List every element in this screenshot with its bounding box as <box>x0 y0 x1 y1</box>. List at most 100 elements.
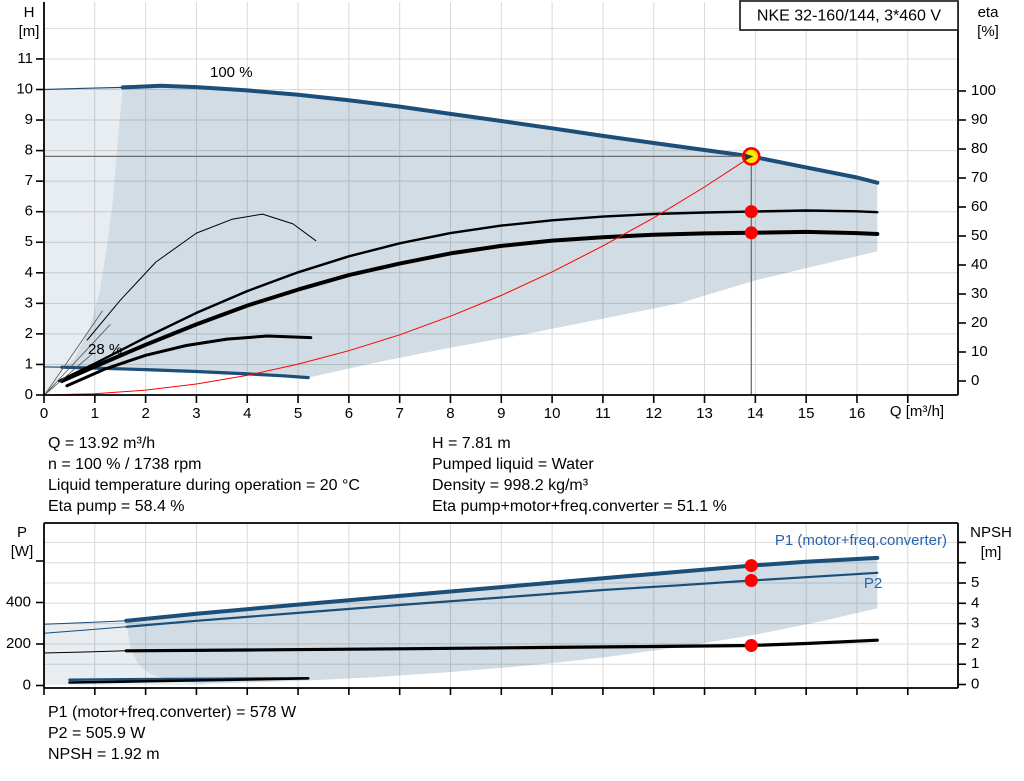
tick-label: 2 <box>141 405 149 422</box>
npsh-value-dot <box>744 639 758 653</box>
p1-value-dot <box>744 559 758 573</box>
tick-label: 10 <box>971 343 988 360</box>
tick-label: 9 <box>497 405 505 422</box>
tick-label: 14 <box>747 405 764 422</box>
info-line-temperature: Liquid temperature during operation = 20… <box>48 477 360 494</box>
tick-label: 4 <box>971 594 979 611</box>
tick-label: 3 <box>25 294 33 311</box>
speed-ray-3 <box>44 353 93 395</box>
tick-label: 1 <box>25 355 33 372</box>
tick-label: 15 <box>798 405 815 422</box>
eta-axis-label-1: eta <box>978 4 1000 21</box>
p2-value-dot <box>744 574 758 588</box>
npsh-axis-label-2: [m] <box>981 544 1002 561</box>
cursor-arrow <box>744 153 754 161</box>
info-line-liquid: Pumped liquid = Water <box>432 456 594 473</box>
info-line-n: n = 100 % / 1738 rpm <box>48 456 202 473</box>
tick-label: 0 <box>25 386 33 403</box>
eta-pump-curve <box>58 209 879 383</box>
tick-label: 200 <box>6 635 31 652</box>
npsh-curve <box>124 638 879 653</box>
p2-lead <box>43 626 127 634</box>
tick-label: 6 <box>25 203 33 220</box>
tick-label: 80 <box>971 140 988 157</box>
speed-ray-2 <box>44 324 111 395</box>
eta-pump-motor-fc-curve <box>59 229 880 383</box>
tick-label: 10 <box>16 80 33 97</box>
duty-info-right: H = 7.81 m Pumped liquid = Water Density… <box>432 433 727 517</box>
info-line-h: H = 7.81 m <box>432 435 511 452</box>
tick-label: 8 <box>446 405 454 422</box>
tick-label: 10 <box>544 405 561 422</box>
tick-label: 7 <box>25 172 33 189</box>
tick-label: 16 <box>849 405 866 422</box>
tick-label: 8 <box>25 142 33 159</box>
tick-label: 70 <box>971 169 988 186</box>
tick-label: 30 <box>971 285 988 302</box>
eta-axis-label-2: [%] <box>977 23 999 40</box>
tick-label: 11 <box>17 50 33 67</box>
tick-label: 0 <box>971 675 979 692</box>
power-info: P1 (motor+freq.converter) = 578 W P2 = 5… <box>48 702 296 765</box>
eta-reduced-speed-arc <box>86 213 317 341</box>
tick-label: 4 <box>243 405 251 422</box>
info-line-npsh: NPSH = 1.92 m <box>48 746 160 763</box>
tick-label: 40 <box>971 256 988 273</box>
p1-lead <box>43 620 127 625</box>
npsh-28pct-curve <box>68 677 310 684</box>
tick-label: 6 <box>345 405 353 422</box>
pump-title: NKE 32-160/144, 3*460 V <box>757 8 941 25</box>
tick-label: 7 <box>395 405 403 422</box>
h-axis-label-2: [m] <box>19 23 40 40</box>
h-100pct <box>120 83 880 185</box>
p2-curve-label: P2 <box>864 575 882 592</box>
p-axis-label-1: P <box>17 524 27 541</box>
p1-curve <box>124 555 880 623</box>
tick-label: 50 <box>971 227 988 244</box>
tick-label: 1 <box>91 405 99 422</box>
tick-label: 2 <box>971 635 979 652</box>
info-line-eta-pump: Eta pump = 58.4 % <box>48 498 185 515</box>
tick-label: 1 <box>971 655 979 672</box>
tick-label: 5 <box>25 233 33 250</box>
eta-pump-value-dot <box>744 205 758 219</box>
info-line-q: Q = 13.92 m³/h <box>48 435 156 452</box>
tick-label: 11 <box>595 405 611 422</box>
tick-label: 3 <box>192 405 200 422</box>
speed-100-label: 100 % <box>210 64 253 81</box>
power-low-flow-region <box>44 621 207 685</box>
tick-label: 20 <box>971 314 988 331</box>
system-curve <box>43 155 752 396</box>
info-line-p1: P1 (motor+freq.converter) = 578 W <box>48 704 297 721</box>
info-line-p2: P2 = 505.9 W <box>48 725 146 742</box>
low-flow-region <box>44 87 123 394</box>
tick-label: 9 <box>25 111 33 128</box>
pump-title-box <box>739 0 959 31</box>
tick-label: 4 <box>25 264 33 281</box>
tick-label: 5 <box>971 574 979 591</box>
h-axis-label-1: H <box>24 4 35 21</box>
eta-total-value-dot <box>744 226 758 240</box>
tick-label: 12 <box>645 405 662 422</box>
q-axis-label: Q [m³/h] <box>890 403 944 420</box>
tick-label: 0 <box>23 676 31 693</box>
npsh-lead <box>43 650 127 654</box>
tick-label: 100 <box>971 82 996 99</box>
tick-label: 0 <box>40 405 48 422</box>
tick-label: 400 <box>6 593 31 610</box>
tick-label: 60 <box>971 198 988 215</box>
tick-label: 3 <box>971 615 979 632</box>
tick-label: 90 <box>971 111 988 128</box>
tick-label: 5 <box>294 405 302 422</box>
p-axis-label-2: [W] <box>11 543 34 560</box>
tick-label: 2 <box>25 325 33 342</box>
operating-envelope <box>65 85 878 378</box>
npsh-axis-label-1: NPSH <box>970 524 1012 541</box>
speed-28-label: 28 % <box>88 341 122 358</box>
power-envelope <box>126 557 878 684</box>
speed-ray-1 <box>44 310 103 395</box>
info-line-density: Density = 998.2 kg/m³ <box>432 477 589 494</box>
eta-28pct-curve <box>65 334 313 388</box>
